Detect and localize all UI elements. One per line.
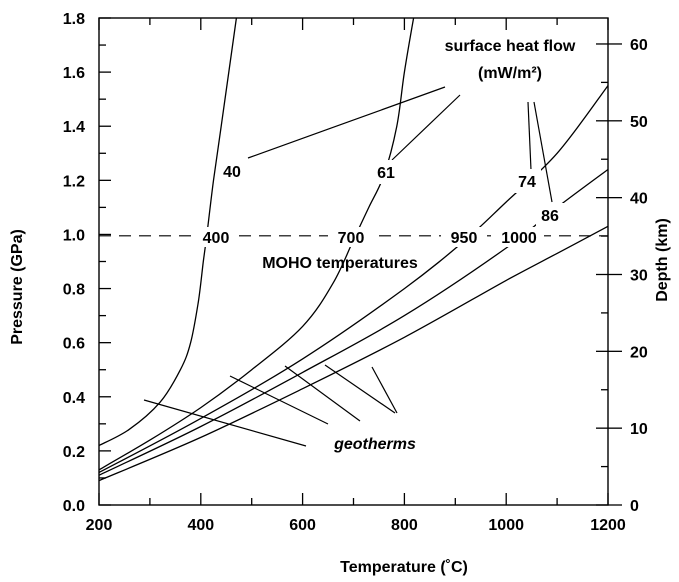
leader-line — [391, 94, 461, 161]
x-tick-label: 1200 — [590, 517, 626, 534]
moho-temp-950: 950 — [451, 230, 478, 247]
y-tick-label: 0.8 — [63, 282, 85, 299]
label-61-bg — [372, 160, 400, 184]
curves — [98, 17, 609, 482]
label-74-bg — [513, 169, 541, 193]
geotherm-curve-86 — [98, 168, 609, 476]
y2-tick-label: 10 — [630, 421, 648, 438]
x-tick-label: 800 — [391, 517, 418, 534]
x-tick-label: 1000 — [488, 517, 524, 534]
curve-label-40: 40 — [223, 164, 241, 181]
y-tick-label: 1.4 — [63, 119, 85, 136]
y-tick-label: 1.0 — [63, 227, 85, 244]
x-tick-label: 400 — [187, 517, 214, 534]
geotherms-label: geotherms — [333, 436, 416, 453]
leader-line — [143, 399, 307, 447]
label-86-bg — [536, 203, 564, 227]
moho-700-bg — [328, 227, 374, 247]
leader-line — [371, 366, 398, 414]
geotherm-curve-40 — [98, 17, 238, 447]
curve-label-61: 61 — [377, 165, 395, 182]
y-tick-label: 0.2 — [63, 444, 85, 461]
y-tick-label: 0.4 — [63, 390, 85, 407]
annotation-leaders — [143, 86, 553, 447]
leader-line — [247, 86, 446, 159]
curve-label-74: 74 — [518, 174, 536, 191]
curve-label-86: 86 — [541, 208, 559, 225]
geotherm-curve-unlabeled — [98, 225, 609, 482]
y2-tick-label: 60 — [630, 37, 648, 54]
x-axis-title: Temperature (˚C) — [340, 559, 468, 576]
y-tick-label: 1.6 — [63, 65, 85, 82]
leader-line — [229, 375, 329, 425]
y-tick-label: 1.2 — [63, 173, 85, 190]
y2-tick-label: 40 — [630, 191, 648, 208]
y-tick-label: 1.8 — [63, 11, 85, 28]
leader-line — [324, 364, 396, 414]
y2-tick-label: 30 — [630, 267, 648, 284]
leader-line — [284, 365, 361, 422]
y2-tick-label: 20 — [630, 344, 648, 361]
surface-heat-flow-units: (mW/m²) — [478, 65, 542, 82]
moho-temp-400: 400 — [203, 230, 230, 247]
geotherm-curve-61 — [98, 17, 415, 471]
axes: 200 400 600 800 1000 12000.00.20.40.60.81.01.… — [63, 11, 648, 534]
y2-tick-label: 0 — [630, 498, 639, 515]
y-tick-label: 0.6 — [63, 336, 85, 353]
y2-tick-label: 50 — [630, 114, 648, 131]
moho-400-bg — [193, 227, 239, 247]
surface-heat-flow-label: surface heat flow — [445, 38, 576, 55]
geotherm-curve-74 — [98, 85, 609, 474]
label-40-bg — [218, 158, 246, 182]
y-axis-title: Pressure (GPa) — [9, 229, 26, 345]
moho-950-bg — [441, 227, 487, 247]
moho-1000-bg — [494, 227, 544, 247]
leader-line — [533, 101, 553, 203]
moho-label: MOHO temperatures — [262, 255, 418, 272]
y-tick-label: 0.0 — [63, 498, 85, 515]
x-tick-label: 600 — [289, 517, 316, 534]
leader-line — [527, 101, 532, 171]
moho-temp-1000: 1000 — [501, 230, 537, 247]
moho-temp-700: 700 — [338, 230, 365, 247]
x-tick-label: 200 — [86, 517, 113, 534]
y2-axis-title: Depth (km) — [654, 218, 671, 302]
